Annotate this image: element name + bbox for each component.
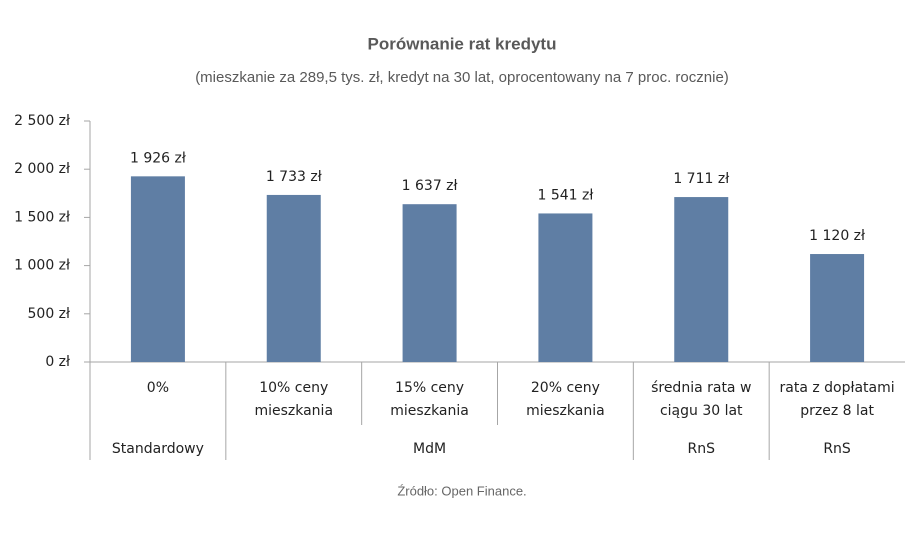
- bar: [674, 197, 729, 362]
- bar: [810, 254, 865, 362]
- bar: [538, 213, 593, 362]
- x-tick-label: 0%: [147, 380, 169, 396]
- x-tick-label: średnia rata w: [651, 380, 751, 396]
- x-tick-label: rata z dopłatami: [780, 380, 895, 396]
- group-label: MdM: [413, 441, 446, 457]
- x-tick-label: 10% ceny: [259, 380, 328, 396]
- value-label: 1 541 zł: [537, 187, 593, 203]
- bar: [266, 194, 321, 362]
- group-label: Standardowy: [112, 441, 204, 457]
- y-tick-label: 2 500 zł: [14, 113, 70, 129]
- bar: [402, 204, 457, 362]
- y-tick-label: 500 zł: [28, 306, 71, 322]
- bar: [130, 176, 185, 362]
- y-tick-label: 1 000 zł: [14, 258, 70, 274]
- x-tick-label: 15% ceny: [395, 380, 464, 396]
- y-tick-label: 0 zł: [45, 354, 70, 370]
- source-note: Źródło: Open Finance.: [397, 483, 526, 498]
- x-tick-label: przez 8 lat: [800, 403, 874, 419]
- chart-title: Porównanie rat kredytu: [368, 34, 557, 53]
- value-label: 1 637 zł: [402, 178, 458, 194]
- x-tick-label: ciągu 30 lat: [660, 403, 743, 419]
- chart-subtitle: (mieszkanie za 289,5 tys. zł, kredyt na …: [195, 69, 729, 86]
- x-tick-label: mieszkania: [526, 403, 605, 419]
- group-label: RnS: [688, 441, 716, 457]
- value-label: 1 926 zł: [130, 150, 186, 166]
- value-label: 1 711 zł: [673, 171, 729, 187]
- x-tick-label: mieszkania: [390, 403, 469, 419]
- y-tick-label: 2 000 zł: [14, 161, 70, 177]
- y-tick-label: 1 500 zł: [14, 209, 70, 225]
- value-label: 1 120 zł: [809, 228, 865, 244]
- x-tick-label: mieszkania: [254, 403, 333, 419]
- group-label: RnS: [823, 441, 851, 457]
- x-tick-label: 20% ceny: [531, 380, 600, 396]
- value-label: 1 733 zł: [266, 169, 322, 185]
